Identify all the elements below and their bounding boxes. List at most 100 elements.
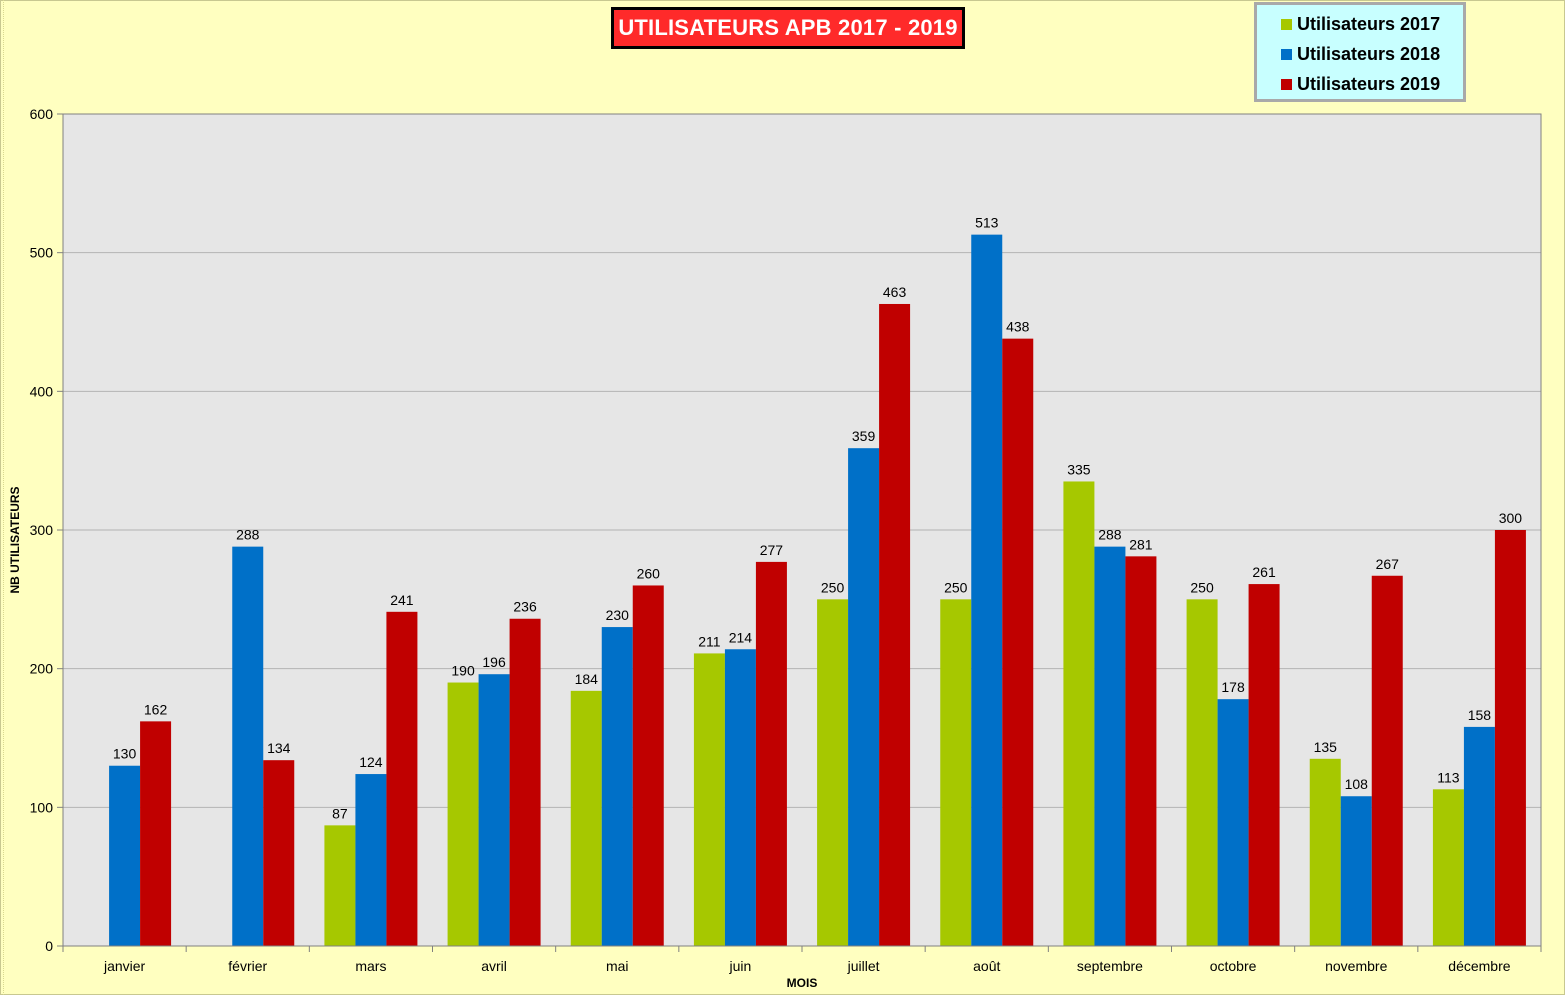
data-label: 214: [729, 629, 753, 645]
x-tick-label-0: janvier: [103, 958, 146, 974]
x-tick-label-7: août: [973, 958, 1000, 974]
data-label: 190: [451, 663, 475, 679]
bar-utilisateurs-2019-1: [263, 760, 295, 946]
bar-utilisateurs-2017-10: [1309, 758, 1341, 946]
bar-utilisateurs-2019-2: [386, 611, 418, 946]
data-label: 335: [1067, 461, 1091, 477]
y-axis-title: NB UTILISATEURS: [8, 486, 22, 593]
bar-utilisateurs-2017-8: [1063, 481, 1095, 946]
data-label: 300: [1499, 510, 1523, 526]
page-margin-line: [3, 0, 4, 995]
bar-utilisateurs-2018-11: [1463, 726, 1495, 946]
data-label: 241: [390, 592, 414, 608]
x-tick-label-10: novembre: [1325, 958, 1387, 974]
bar-utilisateurs-2019-5: [755, 561, 787, 946]
bar-utilisateurs-2019-4: [632, 585, 664, 946]
x-axis-title: MOIS: [787, 976, 818, 990]
data-label: 184: [575, 671, 599, 687]
legend-swatch-2019: [1281, 78, 1292, 90]
bar-utilisateurs-2017-3: [447, 682, 479, 946]
x-tick-label-9: octobre: [1210, 958, 1257, 974]
bar-utilisateurs-2017-5: [693, 653, 725, 946]
bar-utilisateurs-2019-0: [140, 721, 172, 946]
bar-utilisateurs-2018-7: [971, 234, 1003, 946]
bar-utilisateurs-2019-9: [1248, 584, 1280, 946]
bar-utilisateurs-2017-9: [1186, 599, 1218, 946]
data-label: 135: [1314, 739, 1338, 755]
bar-utilisateurs-2018-4: [601, 627, 633, 946]
data-label: 178: [1221, 679, 1245, 695]
bar-utilisateurs-2017-11: [1432, 789, 1464, 946]
data-label: 130: [113, 746, 137, 762]
x-tick-label-11: décembre: [1448, 958, 1510, 974]
data-label: 134: [267, 740, 291, 756]
data-label: 113: [1437, 769, 1460, 785]
data-label: 288: [236, 527, 260, 543]
legend-item-2017: Utilisateurs 2017: [1257, 9, 1463, 39]
y-tick-label-100: 100: [30, 799, 54, 815]
data-label: 463: [883, 284, 907, 300]
bar-utilisateurs-2017-4: [570, 690, 602, 946]
bar-utilisateurs-2017-6: [817, 599, 849, 946]
legend-label-2018: Utilisateurs 2018: [1297, 43, 1441, 64]
x-tick-label-3: avril: [481, 958, 507, 974]
axes: 0 100 200 300 400 500 600 janvier février mars avr…: [30, 106, 1542, 974]
chart-legend: Utilisateurs 2017 Utilisateurs 2018 Util…: [1254, 2, 1466, 102]
legend-swatch-2017: [1281, 18, 1292, 30]
bar-utilisateurs-2018-3: [478, 674, 510, 946]
data-label: 211: [698, 633, 721, 649]
legend-label-2017: Utilisateurs 2017: [1297, 13, 1441, 34]
data-label: 250: [821, 579, 845, 595]
data-labels: 130 162 288 134 87 124 241 190 196 236 184 230 260 21…: [113, 215, 1522, 822]
x-tick-label-1: février: [228, 958, 267, 974]
bar-utilisateurs-2017-7: [940, 599, 972, 946]
bar-utilisateurs-2018-0: [109, 765, 141, 946]
bar-utilisateurs-2019-10: [1371, 575, 1403, 946]
bar-utilisateurs-2018-2: [355, 774, 387, 946]
data-label: 281: [1129, 536, 1153, 552]
bar-utilisateurs-2018-10: [1340, 796, 1372, 946]
data-label: 230: [606, 607, 630, 623]
legend-item-2018: Utilisateurs 2018: [1257, 39, 1463, 69]
bar-utilisateurs-2018-5: [724, 649, 756, 946]
data-label: 124: [359, 754, 383, 770]
y-tick-label-500: 500: [30, 245, 54, 261]
x-tick-label-8: septembre: [1077, 958, 1143, 974]
bar-utilisateurs-2018-8: [1094, 546, 1126, 946]
bars: [109, 234, 1526, 946]
data-label: 359: [852, 428, 876, 444]
y-tick-label-200: 200: [30, 661, 54, 677]
legend-swatch-2018: [1281, 48, 1292, 60]
data-label: 108: [1345, 776, 1369, 792]
data-label: 513: [975, 215, 999, 231]
bar-utilisateurs-2019-6: [879, 303, 911, 946]
bar-utilisateurs-2019-7: [1002, 338, 1034, 946]
y-tick-label-400: 400: [30, 383, 54, 399]
x-tick-label-2: mars: [355, 958, 386, 974]
bar-utilisateurs-2017-2: [324, 825, 356, 946]
x-tick-label-5: juin: [729, 958, 752, 974]
bar-utilisateurs-2019-3: [509, 618, 541, 946]
legend-label-2019: Utilisateurs 2019: [1297, 73, 1441, 94]
bar-utilisateurs-2018-1: [232, 546, 264, 946]
x-tick-label-4: mai: [606, 958, 629, 974]
data-label: 288: [1098, 527, 1122, 543]
legend-item-2019: Utilisateurs 2019: [1257, 69, 1463, 99]
data-label: 277: [760, 542, 784, 558]
data-label: 162: [144, 701, 168, 717]
data-label: 236: [513, 599, 537, 615]
bar-utilisateurs-2019-11: [1494, 530, 1526, 946]
data-label: 267: [1376, 556, 1400, 572]
data-label: 438: [1006, 319, 1030, 335]
y-tick-label-600: 600: [30, 106, 54, 122]
data-label: 261: [1252, 564, 1276, 580]
y-tick-label-0: 0: [45, 938, 53, 954]
data-label: 158: [1468, 707, 1492, 723]
data-label: 250: [1190, 579, 1214, 595]
data-label: 260: [637, 565, 661, 581]
data-label: 196: [482, 654, 506, 670]
x-tick-label-6: juillet: [847, 958, 880, 974]
chart-title: UTILISATEURS APB 2017 - 2019: [611, 7, 965, 49]
bar-utilisateurs-2018-9: [1217, 699, 1249, 946]
